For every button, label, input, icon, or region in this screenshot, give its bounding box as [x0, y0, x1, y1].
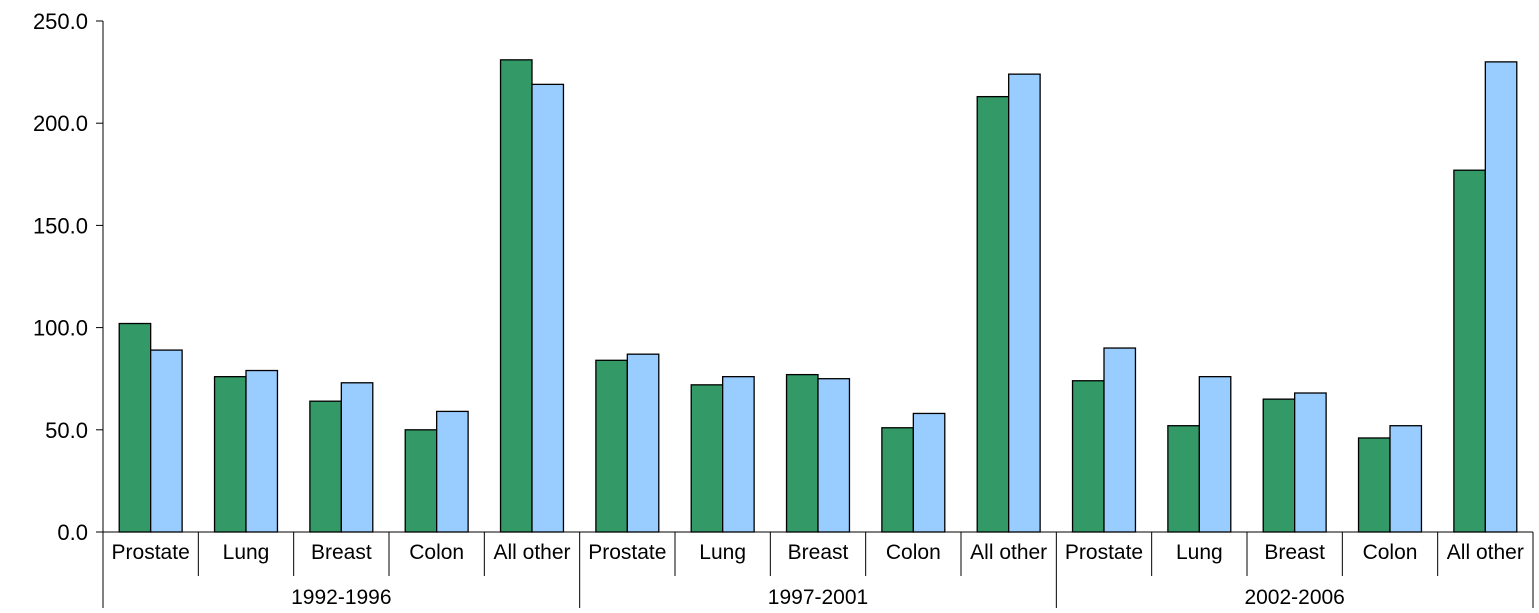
bar: [309, 400, 342, 533]
bar: [1389, 425, 1423, 533]
bar: [976, 95, 1010, 533]
x-category-label: Prostate: [588, 541, 666, 564]
x-category-label: Prostate: [112, 541, 190, 564]
bar: [436, 410, 469, 533]
y-tick-label: 50.0: [45, 418, 88, 443]
bar: [1008, 73, 1041, 533]
bar: [1103, 347, 1137, 533]
bar: [626, 353, 660, 533]
bar: [340, 382, 374, 533]
x-category-label: Colon: [1363, 541, 1418, 564]
bar: [404, 429, 438, 533]
bar: [1167, 425, 1200, 533]
x-category-label: Lung: [223, 541, 270, 564]
bar: [1484, 61, 1518, 533]
bar: [118, 322, 152, 533]
bar: [881, 427, 914, 533]
x-category-label: Prostate: [1065, 541, 1143, 564]
x-axis: Prostate Lung Breast Colon All other 1992-199…: [102, 531, 1534, 609]
y-tick-label: 0.0: [57, 520, 88, 545]
bar: [785, 373, 819, 533]
x-category-label: Lung: [699, 541, 746, 564]
bar: [690, 384, 724, 533]
x-category-label: Breast: [1264, 541, 1325, 564]
x-category-label: All other: [1447, 541, 1524, 564]
y-axis: 0.0 50.0 100.0 150.0 200.0 250.0: [33, 9, 104, 545]
bar: [912, 412, 946, 533]
x-category-label: All other: [493, 541, 570, 564]
bar: [1357, 437, 1391, 533]
x-category-label: Colon: [886, 541, 941, 564]
bar: [245, 369, 279, 533]
x-group-label: 1992-1996: [291, 586, 391, 608]
y-tick-label: 250.0: [33, 9, 88, 34]
y-tick-label: 100.0: [33, 316, 88, 341]
bar: [1198, 376, 1232, 533]
x-group-label: 1997-2001: [768, 586, 868, 608]
bars: [118, 59, 1518, 533]
x-category-label: All other: [970, 541, 1047, 564]
bar: [499, 59, 533, 533]
y-tick-label: 200.0: [33, 111, 88, 136]
x-category-label: Lung: [1176, 541, 1223, 564]
x-group-label: 2002-2006: [1244, 586, 1344, 608]
y-tick-label: 150.0: [33, 213, 88, 238]
bar: [595, 359, 628, 533]
bar: [1294, 392, 1327, 533]
bar: [817, 378, 851, 533]
bar: [722, 376, 755, 533]
bar: [531, 83, 565, 533]
bar: [1453, 169, 1486, 533]
x-category-label: Breast: [788, 541, 849, 564]
bar: [1071, 380, 1105, 533]
x-category-label: Colon: [409, 541, 464, 564]
x-category-label: Breast: [311, 541, 372, 564]
bar: [1262, 398, 1296, 533]
bar: [150, 349, 183, 533]
bar: [213, 376, 247, 533]
